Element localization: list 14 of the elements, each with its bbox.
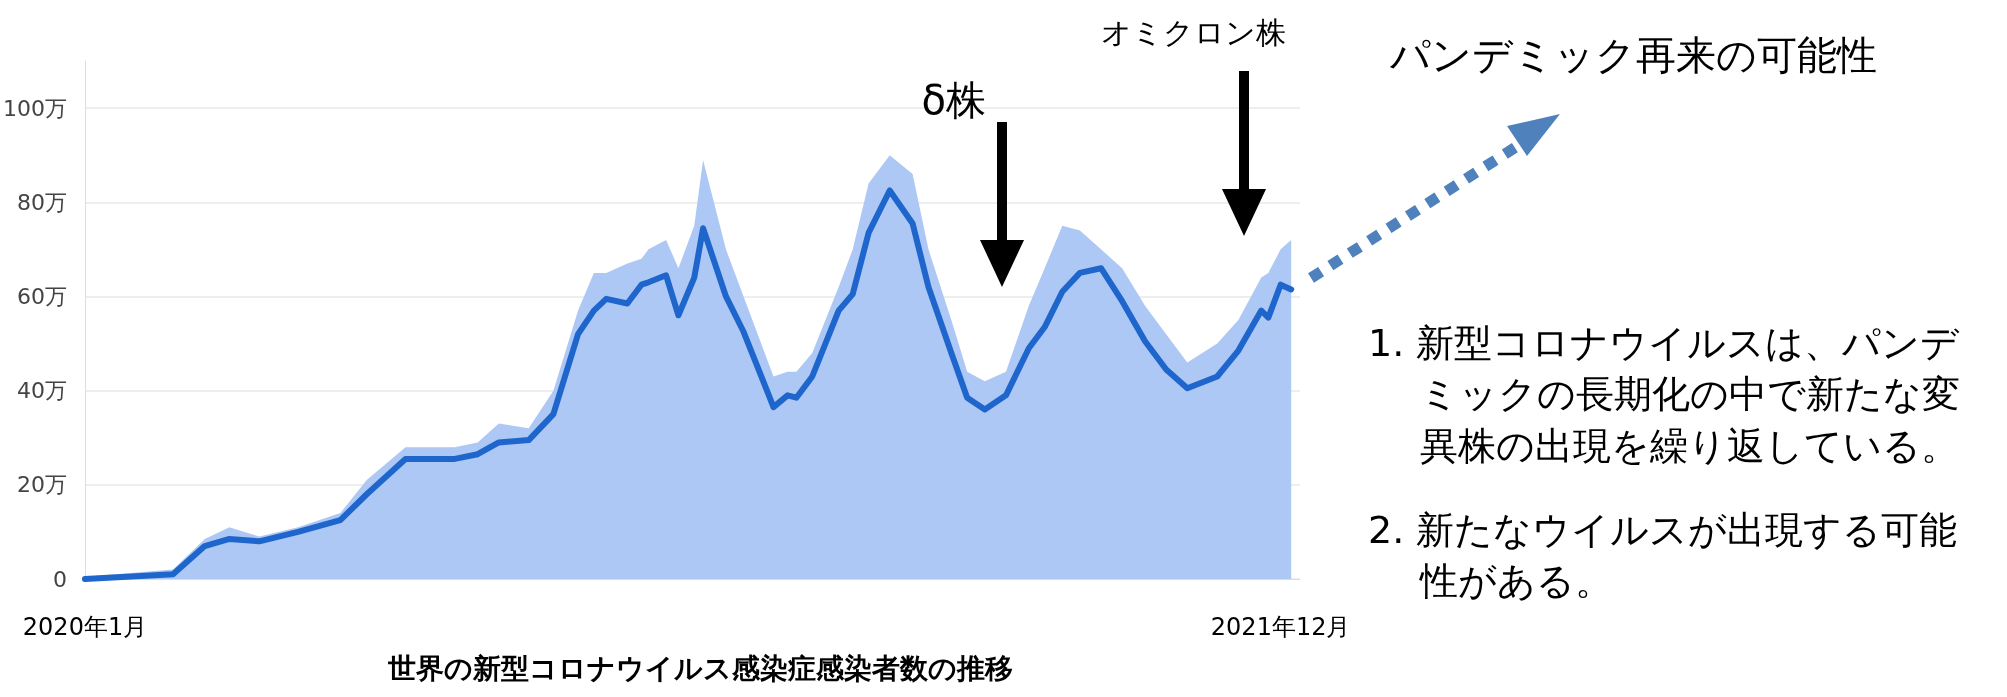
text: オミクロン株 [1101,15,1286,50]
text: パンデミック再来の可能性 [1390,31,1878,80]
y-tick-label: 0 [52,566,67,592]
text: 2. 新たなウイルスが出現する可能性がある。 [1368,507,1959,606]
y-tick-label: 100万 [2,95,67,121]
annotation: δ株 [921,77,986,123]
x-tick-label: 2021年12月 [1210,613,1351,641]
text: 1. 新型コロナウイルスは、パンデミックの長期化の中で新たな変異株の出現を繰り返している。 [1368,320,1960,470]
y-tick-label: 60万 [16,283,67,309]
y-tick-label: 80万 [16,189,67,215]
x-tick-label: 2020年1月 [22,613,148,641]
y-tick-label: 20万 [16,472,67,498]
text: 世界の新型コロナウイルス感染症感染者数の推移 [386,651,1014,687]
y-tick-label: 40万 [16,378,67,404]
